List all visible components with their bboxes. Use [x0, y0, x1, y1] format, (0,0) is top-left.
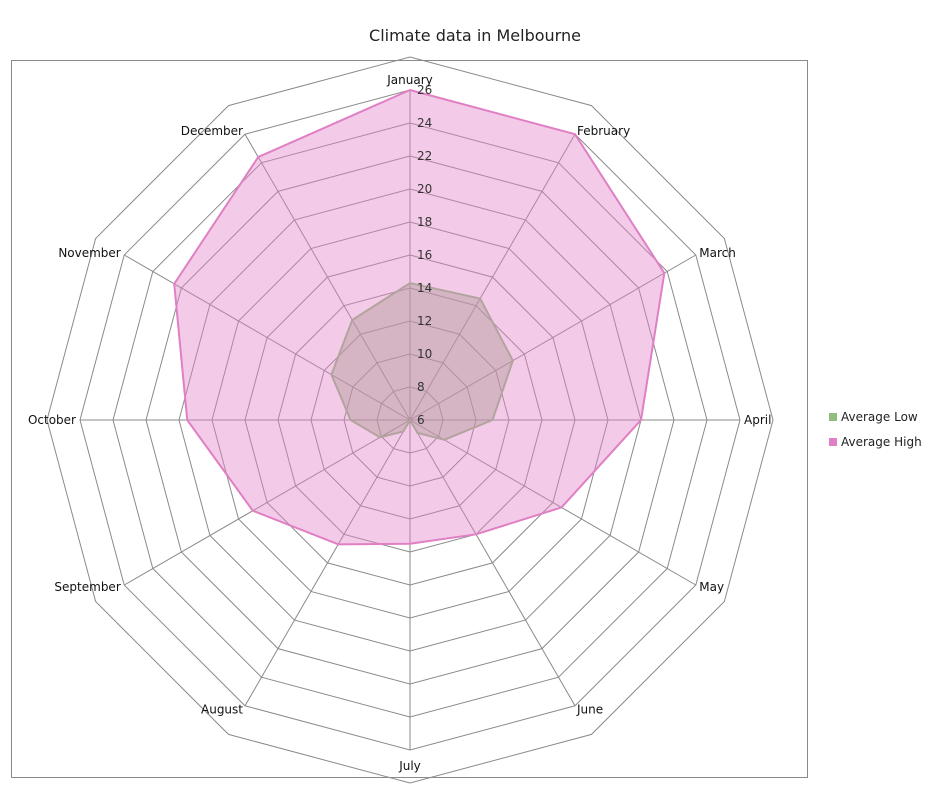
- radial-tick-label: 8: [417, 380, 425, 394]
- category-label-may: May: [699, 580, 724, 594]
- category-label-february: February: [577, 124, 630, 138]
- radial-tick-label: 12: [417, 314, 432, 328]
- radial-tick-labels: 6 8 10 12 14 16 18 20 22 24 26: [417, 83, 432, 427]
- category-label-august: August: [201, 702, 243, 716]
- radial-tick-label: 24: [417, 116, 432, 130]
- radar-grid-ring: [376, 386, 444, 454]
- radial-tick-label: 18: [417, 215, 432, 229]
- radar-grid-ring: [211, 221, 609, 619]
- radar-grid-ring: [112, 122, 708, 718]
- category-label-july: July: [398, 759, 421, 773]
- category-label-march: March: [699, 246, 736, 260]
- series-average-high-area: [173, 89, 666, 546]
- legend-item: Average Low: [829, 404, 922, 429]
- category-label-september: September: [54, 580, 120, 594]
- radial-tick-label: 20: [417, 182, 432, 196]
- radial-tick-label: 10: [417, 347, 432, 361]
- plot-frame: [11, 60, 808, 778]
- radar-grid-ring: [310, 320, 510, 520]
- category-label-october: October: [28, 413, 76, 427]
- series-average-low-area: [330, 282, 514, 441]
- legend-swatch: [829, 437, 837, 446]
- category-label-november: November: [58, 246, 120, 260]
- legend-label: Average Low: [841, 409, 918, 424]
- radar-grid-ring: [244, 254, 576, 586]
- legend: Average Low Average High: [829, 404, 922, 454]
- legend-item: Average High: [829, 429, 922, 454]
- radial-tick-label: 16: [417, 248, 432, 262]
- radar-grid-ring: [277, 287, 543, 553]
- category-labels: January February March April May June July Augu…: [28, 73, 771, 773]
- radial-tick-label: 26: [417, 83, 432, 97]
- legend-label: Average High: [841, 434, 922, 449]
- legend-swatch: [829, 412, 837, 421]
- radial-tick-label: 14: [417, 281, 432, 295]
- radar-grid-ring: [145, 155, 675, 685]
- radar-grid-ring: [178, 188, 642, 652]
- category-label-june: June: [576, 702, 603, 716]
- radial-tick-label: 22: [417, 149, 432, 163]
- category-label-december: December: [181, 124, 243, 138]
- radar-grid-ring: [343, 353, 477, 487]
- radar-grid-ring: [46, 56, 774, 784]
- radar-grid-ring: [79, 89, 741, 751]
- category-label-january: January: [386, 73, 433, 87]
- radial-tick-label: 6: [417, 413, 425, 427]
- category-label-april: April: [744, 413, 771, 427]
- radar-series: [173, 89, 666, 546]
- chart-title: Climate data in Melbourne: [369, 26, 581, 45]
- radar-grid: [46, 56, 774, 784]
